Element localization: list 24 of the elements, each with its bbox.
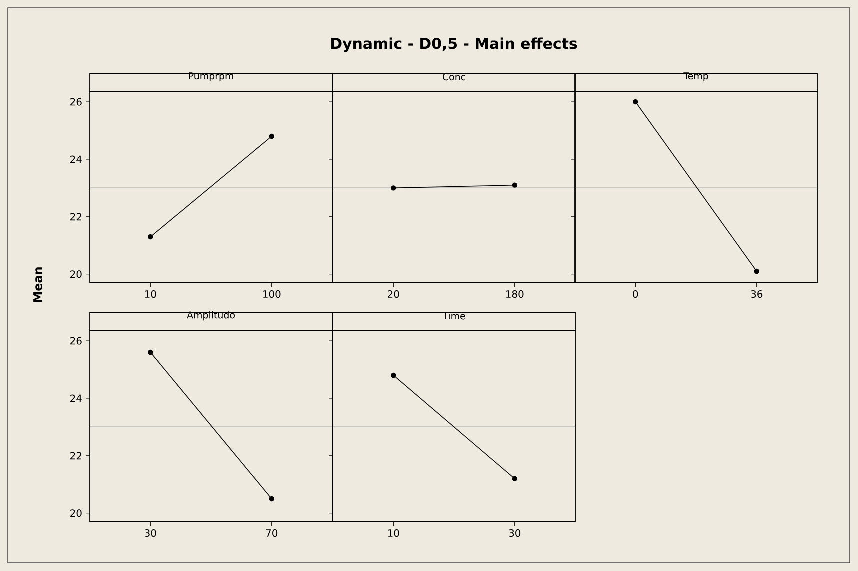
x-tick-label: 30 (145, 529, 156, 538)
y-tick-label: 22 (70, 213, 82, 221)
x-tick-label: 10 (388, 529, 400, 538)
y-axis-title: Mean (34, 268, 42, 302)
x-tick-label: 70 (266, 529, 278, 538)
chart-title: Conc (442, 73, 466, 81)
y-tick-label: 24 (70, 394, 82, 402)
x-tick-label: 20 (388, 290, 400, 298)
y-tick-label: 26 (70, 337, 82, 345)
x-tick-label: 0 (633, 290, 638, 298)
chart-title: Pumprpm (189, 72, 234, 82)
y-tick-label: 22 (70, 452, 82, 460)
chart-title: Amplitudo (187, 311, 235, 321)
y-tick-label: 24 (70, 156, 82, 164)
y-tick-label: 20 (70, 510, 82, 518)
x-tick-label: 10 (145, 290, 156, 298)
x-tick-label: 180 (506, 290, 524, 298)
x-tick-label: 30 (509, 529, 521, 538)
text: Dynamic - D0,5 - Main effects (332, 38, 578, 52)
y-tick-label: 20 (70, 270, 82, 278)
chart-title: Temp (684, 72, 708, 82)
x-tick-label: 100 (263, 290, 281, 298)
y-tick-label: 26 (70, 98, 82, 106)
x-tick-label: 36 (751, 290, 763, 298)
